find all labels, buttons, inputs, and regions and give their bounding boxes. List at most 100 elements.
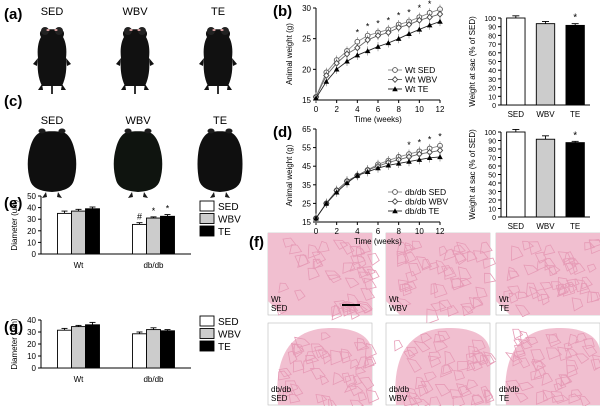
muscle-fiber — [402, 395, 417, 406]
muscle-fiber — [339, 351, 351, 364]
d-legend-label: db/db TE — [405, 206, 440, 216]
muscle-fiber — [310, 343, 325, 353]
muscle-fiber — [439, 245, 448, 257]
muscle-fiber — [469, 361, 483, 372]
e-ytick-label: 0 — [32, 250, 37, 259]
b-xtick-label: 8 — [396, 105, 401, 114]
g-legend-label: TE — [218, 342, 231, 353]
muscle-fiber — [427, 355, 442, 368]
muscle-fiber — [553, 383, 564, 392]
d-bar-ylabel: Weight at sac (% of SED) — [468, 129, 477, 220]
e-ytick-label: 20 — [27, 227, 36, 236]
muscle-fiber — [517, 291, 530, 300]
muscle-fiber — [420, 333, 433, 344]
muscle-fiber — [513, 338, 525, 347]
b-significance-star: * — [428, 0, 432, 9]
muscle-fiber — [434, 383, 451, 397]
muscle-fiber — [505, 379, 521, 389]
e-legend-label: TE — [218, 227, 231, 238]
b-bar-category-label: TE — [570, 110, 580, 119]
chart-d: (d) 15 25 35 45 55 65 0 2 4 6 8 10 12 Time (weeks) Anim… — [273, 124, 448, 246]
muscle-fiber — [447, 305, 459, 317]
muscle-fiber — [544, 258, 556, 271]
d-legend-marker — [392, 189, 398, 195]
muscle-fiber — [512, 328, 524, 340]
d-bar-category-label: TE — [570, 222, 580, 231]
b-bar-ytick-label: 40 — [488, 68, 496, 75]
muscle-fiber — [350, 254, 366, 265]
muscle-fiber — [321, 332, 331, 341]
muscle-fiber — [401, 284, 412, 297]
muscle-fiber — [511, 245, 524, 261]
b-bar-bar-te — [565, 24, 585, 106]
d-bar-bar-wbv — [535, 138, 556, 218]
muscle-fiber — [551, 390, 565, 403]
b-bar-ylabel: Weight at sac (% of SED) — [468, 16, 477, 107]
muscle-fiber — [506, 285, 521, 295]
muscle-fiber — [480, 385, 492, 399]
b-significance-star: * — [376, 19, 380, 29]
muscle-fiber — [282, 388, 294, 399]
muscle-fiber — [343, 382, 357, 394]
b-bar-ytick-label: 50 — [488, 60, 496, 67]
b-xtick-label: 0 — [314, 105, 319, 114]
muscle-fiber — [512, 355, 523, 367]
b-bar-bar-sed — [506, 17, 526, 106]
mouse-photo-a-wbv — [116, 27, 154, 94]
muscle-fiber — [418, 384, 429, 397]
d-legend-marker — [391, 198, 399, 205]
b-bar-ytick-label: 30 — [488, 77, 496, 84]
b-legend-label: Wt WBV — [405, 75, 437, 85]
b-bar-ytick-label: 80 — [488, 33, 496, 40]
b-legend-marker — [391, 76, 399, 83]
d-bar-ytick-label: 10 — [488, 207, 496, 214]
muscle-fiber — [530, 349, 545, 364]
muscle-fiber — [460, 302, 476, 314]
panel-c-group-te: TE — [213, 115, 227, 127]
muscle-fiber — [483, 389, 495, 404]
muscle-fiber — [591, 354, 600, 369]
muscle-fiber — [452, 395, 466, 406]
muscle-fiber — [543, 244, 556, 256]
muscle-fiber — [452, 244, 466, 255]
muscle-fiber — [313, 259, 323, 270]
histology-label-group: TE — [499, 394, 509, 403]
b-ytick-label: 20 — [302, 65, 311, 74]
b-ytick-label: 25 — [302, 35, 311, 44]
g-ytick-label: 10 — [27, 352, 36, 361]
muscle-fiber — [363, 277, 377, 291]
muscle-fiber — [518, 381, 535, 392]
b-point-marker — [416, 26, 423, 32]
muscle-fiber — [443, 267, 457, 280]
muscle-fiber — [331, 305, 341, 317]
b-point-marker — [323, 78, 330, 84]
muscle-fiber — [558, 283, 567, 297]
muscle-fiber — [420, 380, 434, 395]
d-xtick-label: 2 — [334, 227, 339, 236]
d-significance-star: * — [428, 135, 432, 145]
muscle-fiber — [583, 338, 595, 350]
muscle-fiber — [309, 368, 326, 380]
muscle-fiber — [514, 392, 529, 403]
muscle-fiber — [307, 267, 320, 281]
panel-a-label: (a) — [4, 6, 22, 23]
e-category-label: Wt — [74, 261, 85, 270]
b-xtick-label: 2 — [334, 105, 339, 114]
muscle-fiber — [542, 389, 556, 402]
muscle-fiber — [347, 293, 361, 308]
e-ylabel: Diameter (um) — [10, 199, 19, 250]
e-legend-label: WBV — [218, 215, 241, 226]
muscle-fiber — [536, 390, 549, 405]
d-point-marker — [354, 172, 361, 178]
b-point-marker — [385, 40, 392, 46]
b-point-marker — [426, 13, 433, 21]
muscle-fiber — [456, 241, 472, 255]
muscle-fiber — [451, 249, 467, 266]
muscle-fiber — [367, 252, 380, 266]
